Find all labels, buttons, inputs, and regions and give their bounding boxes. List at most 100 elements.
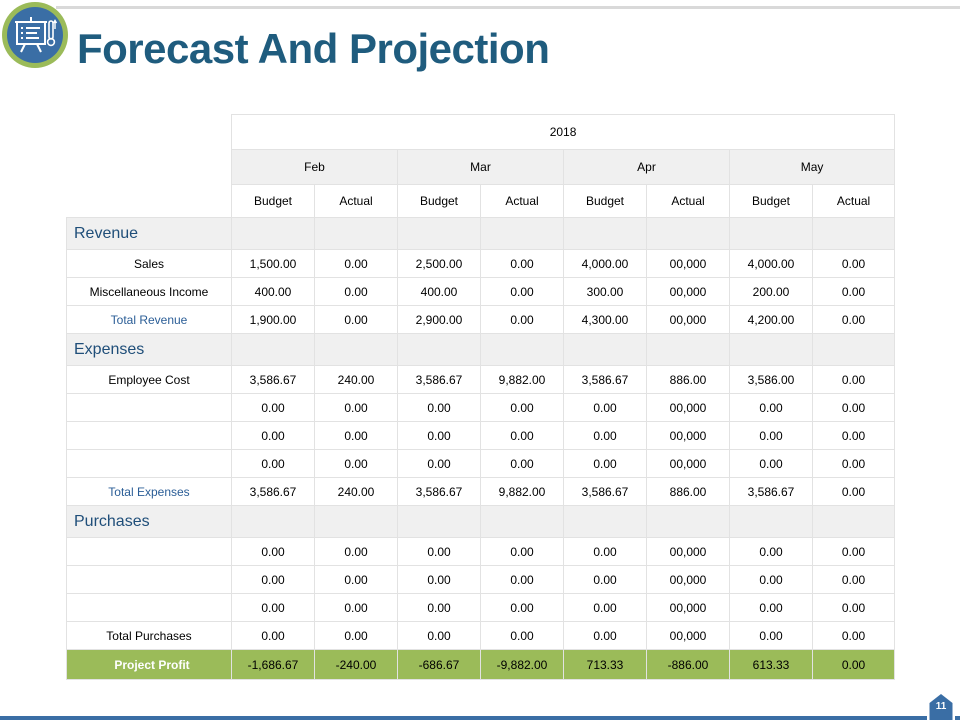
value-cell: 00,000	[646, 393, 730, 422]
actual-header: Actual	[480, 184, 564, 218]
row-label	[66, 565, 232, 594]
value-cell: 0.00	[231, 593, 315, 622]
month-header-mar: Mar	[397, 149, 564, 185]
row-label: Sales	[66, 249, 232, 278]
section-empty-cell	[231, 333, 315, 366]
value-cell: 0.00	[563, 565, 647, 594]
corner-blank-cell	[67, 150, 232, 185]
value-cell: 3,586.67	[231, 477, 315, 506]
value-cell: 0.00	[314, 393, 398, 422]
value-cell: 0.00	[480, 537, 564, 566]
value-cell: 1,900.00	[231, 305, 315, 334]
value-cell: 0.00	[811, 477, 896, 506]
top-divider	[56, 6, 960, 9]
value-cell: 00,000	[646, 449, 730, 478]
value-cell: 00,000	[646, 537, 730, 566]
value-cell: 886.00	[646, 477, 730, 506]
value-cell: 00,000	[646, 421, 730, 450]
row-label: Employee Cost	[66, 365, 232, 394]
profit-value-cell: 713.33	[563, 649, 647, 680]
value-cell: 0.00	[563, 449, 647, 478]
presentation-board-thermometer-icon	[7, 7, 63, 63]
table-row: 0.00 0.00 0.00 0.00 0.00 00,000 0.00 0.00	[66, 565, 896, 594]
section-empty-cell	[314, 505, 398, 538]
month-header-row: Feb Mar Apr May	[67, 149, 896, 185]
section-empty-cell	[563, 333, 647, 366]
budget-header: Budget	[563, 184, 647, 218]
value-cell: 0.00	[480, 277, 564, 306]
budget-actual-header-row: Budget Actual Budget Actual Budget Actua…	[67, 184, 896, 218]
section-empty-cell	[811, 217, 896, 250]
value-cell: 0.00	[480, 421, 564, 450]
row-label: Miscellaneous Income	[66, 277, 232, 306]
section-empty-cell	[811, 505, 896, 538]
value-cell: 00,000	[646, 249, 730, 278]
actual-header: Actual	[314, 184, 398, 218]
value-cell: 0.00	[397, 393, 481, 422]
value-cell: 0.00	[397, 593, 481, 622]
profit-value-cell: -686.67	[397, 649, 481, 680]
section-label: Expenses	[66, 333, 232, 366]
section-empty-cell	[729, 505, 813, 538]
profit-value-cell: 613.33	[729, 649, 813, 680]
table-row: Total Expenses 3,586.67 240.00 3,586.67 9,88…	[66, 477, 896, 506]
value-cell: 3,586.00	[729, 365, 813, 394]
section-empty-cell	[397, 333, 481, 366]
section-empty-cell	[811, 333, 896, 366]
value-cell: 0.00	[480, 249, 564, 278]
row-label	[66, 421, 232, 450]
section-empty-cell	[231, 505, 315, 538]
value-cell: 3,586.67	[397, 477, 481, 506]
value-cell: 0.00	[314, 565, 398, 594]
value-cell: 0.00	[729, 593, 813, 622]
bottom-divider	[0, 716, 960, 720]
value-cell: 0.00	[729, 537, 813, 566]
value-cell: 0.00	[231, 621, 315, 650]
profit-value-cell: -1,686.67	[231, 649, 315, 680]
budget-header: Budget	[397, 184, 481, 218]
section-empty-cell	[646, 333, 730, 366]
value-cell: 0.00	[563, 593, 647, 622]
project-profit-row: Project Profit -1,686.67 -240.00 -686.67 -9,…	[66, 649, 896, 680]
table-row: Total Revenue 1,900.00 0.00 2,900.00 0.00 4,3…	[66, 305, 896, 334]
value-cell: 0.00	[397, 621, 481, 650]
value-cell: 4,200.00	[729, 305, 813, 334]
value-cell: 400.00	[231, 277, 315, 306]
value-cell: 0.00	[811, 365, 896, 394]
value-cell: 240.00	[314, 365, 398, 394]
value-cell: 0.00	[563, 421, 647, 450]
value-cell: 0.00	[480, 305, 564, 334]
value-cell: 0.00	[811, 565, 896, 594]
value-cell: 0.00	[231, 449, 315, 478]
value-cell: 0.00	[563, 537, 647, 566]
value-cell: 00,000	[646, 565, 730, 594]
value-cell: 0.00	[811, 537, 896, 566]
section-empty-cell	[480, 505, 564, 538]
section-empty-cell	[646, 217, 730, 250]
value-cell: 0.00	[231, 565, 315, 594]
value-cell: 00,000	[646, 621, 730, 650]
value-cell: 0.00	[314, 449, 398, 478]
value-cell: 0.00	[811, 449, 896, 478]
year-header-row: 2018	[67, 114, 896, 150]
row-label	[66, 393, 232, 422]
value-cell: 0.00	[729, 621, 813, 650]
section-empty-cell	[563, 505, 647, 538]
value-cell: 00,000	[646, 593, 730, 622]
row-label: Total Revenue	[66, 305, 232, 334]
value-cell: 240.00	[314, 477, 398, 506]
value-cell: 0.00	[231, 421, 315, 450]
value-cell: 0.00	[811, 593, 896, 622]
actual-header: Actual	[646, 184, 730, 218]
value-cell: 0.00	[480, 565, 564, 594]
value-cell: 2,900.00	[397, 305, 481, 334]
table-row: 0.00 0.00 0.00 0.00 0.00 00,000 0.00 0.00	[66, 537, 896, 566]
value-cell: 0.00	[729, 449, 813, 478]
section-empty-cell	[729, 333, 813, 366]
value-cell: 9,882.00	[480, 365, 564, 394]
profit-label: Project Profit	[66, 649, 232, 680]
value-cell: 3,586.67	[231, 365, 315, 394]
value-cell: 0.00	[811, 393, 896, 422]
value-cell: 0.00	[231, 537, 315, 566]
value-cell: 4,000.00	[729, 249, 813, 278]
